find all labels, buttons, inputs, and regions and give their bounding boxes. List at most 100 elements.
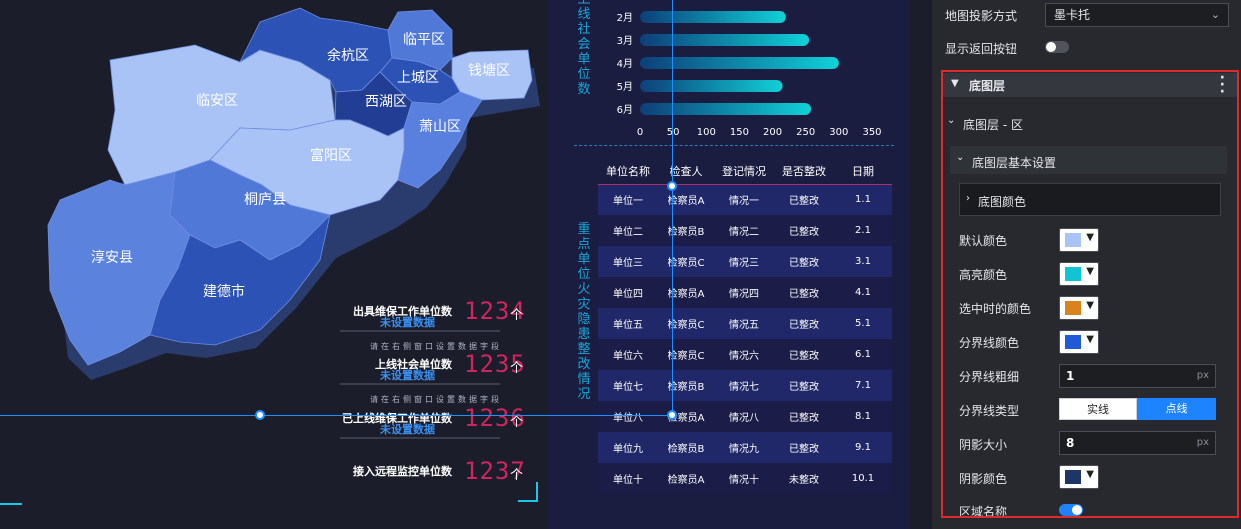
table-header-cell[interactable]: 登记情况 <box>714 158 774 185</box>
shadow-size-input[interactable]: 8 px <box>1059 431 1216 455</box>
dashboard-canvas[interactable]: 临安区 余杭区 临平区 钱塘区 上城区 西湖区 萧山区 富阳区 桐庐县 淳安县 建德市 出具维保工作… <box>0 0 932 529</box>
highlight-color-picker[interactable]: ▼ <box>1059 262 1099 286</box>
bar[interactable] <box>640 34 810 46</box>
table-row[interactable]: 单位五 检察员C 情况五 已整改 5.1 <box>598 308 892 339</box>
sublayer-title: 底图层 - 区 <box>963 118 1023 132</box>
district-label-jiande: 建德市 <box>203 283 245 300</box>
table-row[interactable]: 单位三 检察员C 情况三 已整改 3.1 <box>598 246 892 277</box>
shadow-color-label: 阴影颜色 <box>959 472 1008 486</box>
shadow-color-picker[interactable]: ▼ <box>1059 465 1099 489</box>
bar-category-label: 5月 <box>617 81 633 93</box>
table-cell: 情况八 <box>714 401 774 432</box>
more-vertical-icon[interactable]: · · · <box>1219 70 1225 100</box>
border-width-unit: px <box>1196 370 1209 381</box>
table-row[interactable]: 单位七 检察员B 情况七 已整改 7.1 <box>598 370 892 401</box>
table-cell: 检察员C <box>658 308 714 339</box>
selected-color-picker[interactable]: ▼ <box>1059 296 1099 320</box>
district-jiande[interactable] <box>149 213 331 346</box>
default-color-label: 默认颜色 <box>959 234 1008 248</box>
table-cell: 情况七 <box>714 370 774 401</box>
default-color-picker[interactable]: ▼ <box>1059 228 1099 252</box>
x-tick-label: 50 <box>667 127 680 138</box>
bar[interactable] <box>640 103 812 115</box>
table-cell: 单位十 <box>598 463 658 494</box>
table-cell: 已整改 <box>774 277 834 308</box>
table-cell: 已整改 <box>774 246 834 277</box>
table-cell: 单位七 <box>598 370 658 401</box>
table-header-cell[interactable]: 单位名称 <box>598 158 658 185</box>
chevron-down-icon: ⌄ <box>947 115 956 126</box>
table-cell: 单位八 <box>598 401 658 432</box>
table-row[interactable]: 单位二 检察员B 情况二 已整改 2.1 <box>598 215 892 246</box>
back-button-toggle[interactable] <box>1045 41 1069 53</box>
table-header-cell[interactable]: 日期 <box>834 158 892 185</box>
table-row[interactable]: 单位八 检察员A 情况八 已整改 8.1 <box>598 401 892 432</box>
table-header-cell[interactable]: 检查人 <box>658 158 714 185</box>
table-row[interactable]: 单位十 检察员A 情况十 未整改 10.1 <box>598 463 892 494</box>
border-width-input[interactable]: 1 px <box>1059 364 1216 388</box>
bar-category-label: 1月 <box>617 0 633 1</box>
border-type-dotted[interactable]: 点线 <box>1137 398 1216 420</box>
table-title: 重点单位火灾隐患整改情况 <box>577 222 591 402</box>
table-cell: 检察员C <box>658 246 714 277</box>
sublayer-header[interactable]: ⌄ 底图层 - 区 <box>945 112 1235 134</box>
table-header-cell[interactable]: 是否整改 <box>774 158 834 185</box>
area-name-toggle[interactable] <box>1059 504 1083 516</box>
guide-line-vertical[interactable] <box>672 0 673 420</box>
stat-divider <box>340 383 500 385</box>
border-type-solid[interactable]: 实线 <box>1059 398 1137 420</box>
basic-settings-header[interactable]: ⌄ 底图层基本设置 <box>950 146 1227 174</box>
table-cell: 3.1 <box>834 246 892 277</box>
table-cell: 情况五 <box>714 308 774 339</box>
caret-down-icon: ▼ <box>951 78 959 89</box>
table-row[interactable]: 单位四 检察员A 情况四 已整改 4.1 <box>598 277 892 308</box>
resize-handle-corner[interactable] <box>667 410 677 420</box>
selected-color-swatch <box>1065 301 1081 315</box>
district-label-linan: 临安区 <box>196 93 238 109</box>
frame-corner-left <box>0 503 22 505</box>
table-cell: 单位三 <box>598 246 658 277</box>
highlight-color-swatch <box>1065 267 1081 281</box>
bar[interactable] <box>640 57 839 69</box>
table-cell: 单位四 <box>598 277 658 308</box>
table-cell: 情况一 <box>714 184 774 215</box>
bar-chart[interactable]: 1月 2月 3月 4月 5月 6月 0 50 100 150 200 250 300 350 <box>548 0 910 150</box>
resize-handle-left[interactable] <box>255 410 265 420</box>
stat-unit: 个 <box>510 415 524 430</box>
table-cell: 情况九 <box>714 432 774 463</box>
issues-table[interactable]: 单位名称 检查人 登记情况 是否整改 日期 单位一 检察员A 情况一 已整改 1.1 单位二 检察员… <box>598 158 892 494</box>
table-cell: 检察员A <box>658 184 714 215</box>
table-cell: 检察员A <box>658 277 714 308</box>
table-cell: 已整改 <box>774 401 834 432</box>
bar-category-label: 2月 <box>617 12 633 24</box>
chevron-down-icon: ⌄ <box>956 152 965 163</box>
guide-line-horizontal[interactable] <box>0 415 674 416</box>
table-cell: 已整改 <box>774 308 834 339</box>
stat-placeholder: 未设置数据 <box>380 369 435 382</box>
district-label-chunan: 淳安县 <box>91 249 133 266</box>
projection-select[interactable]: 墨卡托 ⌄ <box>1045 3 1229 27</box>
bar[interactable] <box>640 11 786 23</box>
table-cell: 9.1 <box>834 432 892 463</box>
shadow-size-unit: px <box>1196 437 1209 448</box>
border-width-value: 1 <box>1066 369 1075 383</box>
table-cell: 2.1 <box>834 215 892 246</box>
default-color-swatch <box>1065 233 1081 247</box>
table-cell: 已整改 <box>774 339 834 370</box>
table-row[interactable]: 单位一 检察员A 情况一 已整改 1.1 <box>598 184 892 215</box>
table-cell: 8.1 <box>834 401 892 432</box>
color-group-header[interactable]: › 底图颜色 <box>959 183 1221 216</box>
border-color-picker[interactable]: ▼ <box>1059 330 1099 354</box>
table-cell: 已整改 <box>774 432 834 463</box>
table-cell: 单位五 <box>598 308 658 339</box>
table-row[interactable]: 单位六 检察员C 情况六 已整改 6.1 <box>598 339 892 370</box>
stat-placeholder: 未设置数据 <box>380 316 435 329</box>
stat-label: 接入远程监控单位数 <box>353 465 452 478</box>
bar[interactable] <box>640 80 783 92</box>
layer-header[interactable]: ▼ 底图层 · · · <box>942 70 1237 100</box>
resize-handle-top[interactable] <box>667 181 677 191</box>
table-row[interactable]: 单位九 检察员B 情况九 已整改 9.1 <box>598 432 892 463</box>
area-name-label: 区域名称 <box>959 505 1008 519</box>
